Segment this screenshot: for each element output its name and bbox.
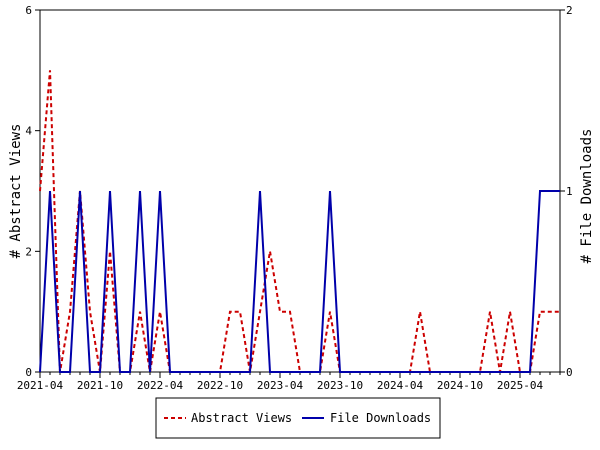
x-tick-label: 2024-04 xyxy=(377,379,424,392)
y-right-tick-label: 0 xyxy=(566,366,573,379)
x-tick-label: 2025-04 xyxy=(497,379,544,392)
series-lines xyxy=(39,70,560,373)
axis-ticks: 0 2 4 6 0 1 2 2021-04 2021-10 2022-04 2022-10 2023-… xyxy=(17,4,573,392)
plot-area xyxy=(39,9,561,373)
y-axis-left-title: # Abstract Views xyxy=(8,124,24,259)
legend-label-file-downloads: File Downloads xyxy=(330,411,431,425)
x-tick-label: 2021-04 xyxy=(17,379,64,392)
y-right-tick-label: 2 xyxy=(566,4,573,17)
legend: Abstract Views File Downloads xyxy=(155,397,441,439)
x-tick-label: 2023-04 xyxy=(257,379,304,392)
legend-box xyxy=(155,397,441,439)
x-tick-label: 2024-10 xyxy=(437,379,483,392)
y-left-tick-label: 0 xyxy=(25,366,32,379)
x-tick-label: 2022-10 xyxy=(197,379,243,392)
series-line-file-downloads xyxy=(39,190,560,373)
y-left-tick-label: 2 xyxy=(25,245,32,258)
x-tick-label: 2022-04 xyxy=(137,379,184,392)
y-axis-right-title: # File Downloads xyxy=(579,129,595,264)
x-tick-label: 2021-10 xyxy=(77,379,123,392)
y-left-tick-label: 6 xyxy=(25,4,32,17)
y-left-tick-label: 4 xyxy=(25,125,32,138)
y-right-tick-label: 1 xyxy=(566,185,573,198)
legend-label-abstract-views: Abstract Views xyxy=(191,411,292,425)
x-tick-label: 2023-10 xyxy=(317,379,363,392)
